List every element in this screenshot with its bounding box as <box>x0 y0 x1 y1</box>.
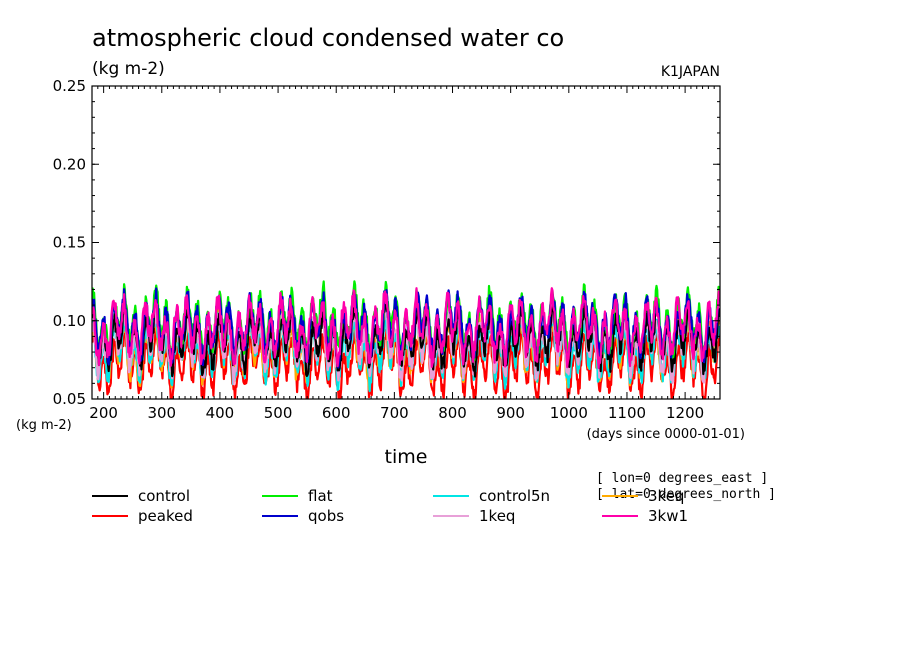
x-axis-units: (days since 0000-01-01) <box>587 427 745 442</box>
legend-label-1keq: 1keq <box>479 507 515 525</box>
x-axis-label: time <box>385 446 428 468</box>
chart-units: (kg m-2) <box>92 59 165 79</box>
x-tick-label: 700 <box>380 404 409 422</box>
y-tick-label: 0.10 <box>53 312 86 330</box>
legend-label-control: control <box>138 487 190 505</box>
x-tick-label: 300 <box>147 404 176 422</box>
series-line-peaked <box>92 323 720 399</box>
x-tick-label: 500 <box>264 404 293 422</box>
legend-label-control5n: control5n <box>479 487 550 505</box>
model-tag: K1JAPAN <box>661 64 720 80</box>
x-tick-label: 1000 <box>550 404 588 422</box>
x-tick-label: 1200 <box>666 404 704 422</box>
x-tick-label: 1100 <box>608 404 646 422</box>
y-tick-label: 0.15 <box>53 234 86 252</box>
legend-label-flat: flat <box>308 487 333 505</box>
legend: control flat control5n 3keq peaked qobs 1keq 3k… <box>92 487 688 525</box>
x-tick-label: 600 <box>322 404 351 422</box>
x-tick-label: 200 <box>89 404 118 422</box>
series-line-3kw1 <box>92 287 720 370</box>
chart-title: atmospheric cloud condensed water co <box>92 24 564 52</box>
y-axis-units: (kg m-2) <box>16 418 72 433</box>
x-tick-label: 900 <box>496 404 525 422</box>
legend-label-3kw1: 3kw1 <box>648 507 688 525</box>
note-lon: [ lon=0 degrees_east ] <box>596 471 768 486</box>
x-tick-label: 800 <box>438 404 467 422</box>
series-layer <box>92 280 720 399</box>
legend-label-qobs: qobs <box>308 507 344 525</box>
y-tick-label: 0.20 <box>53 155 86 173</box>
legend-label-peaked: peaked <box>138 507 193 525</box>
legend-label-3keq: 3keq <box>648 487 684 505</box>
y-tick-label: 0.25 <box>53 77 86 95</box>
axis-layer: 0.05 0.10 0.15 0.20 0.25 200 300 400 500 600 700 80… <box>53 77 721 422</box>
y-tick-label: 0.05 <box>53 390 86 408</box>
x-tick-label: 400 <box>206 404 235 422</box>
note-lat: [ lat=0 degrees_north ] <box>596 487 776 502</box>
